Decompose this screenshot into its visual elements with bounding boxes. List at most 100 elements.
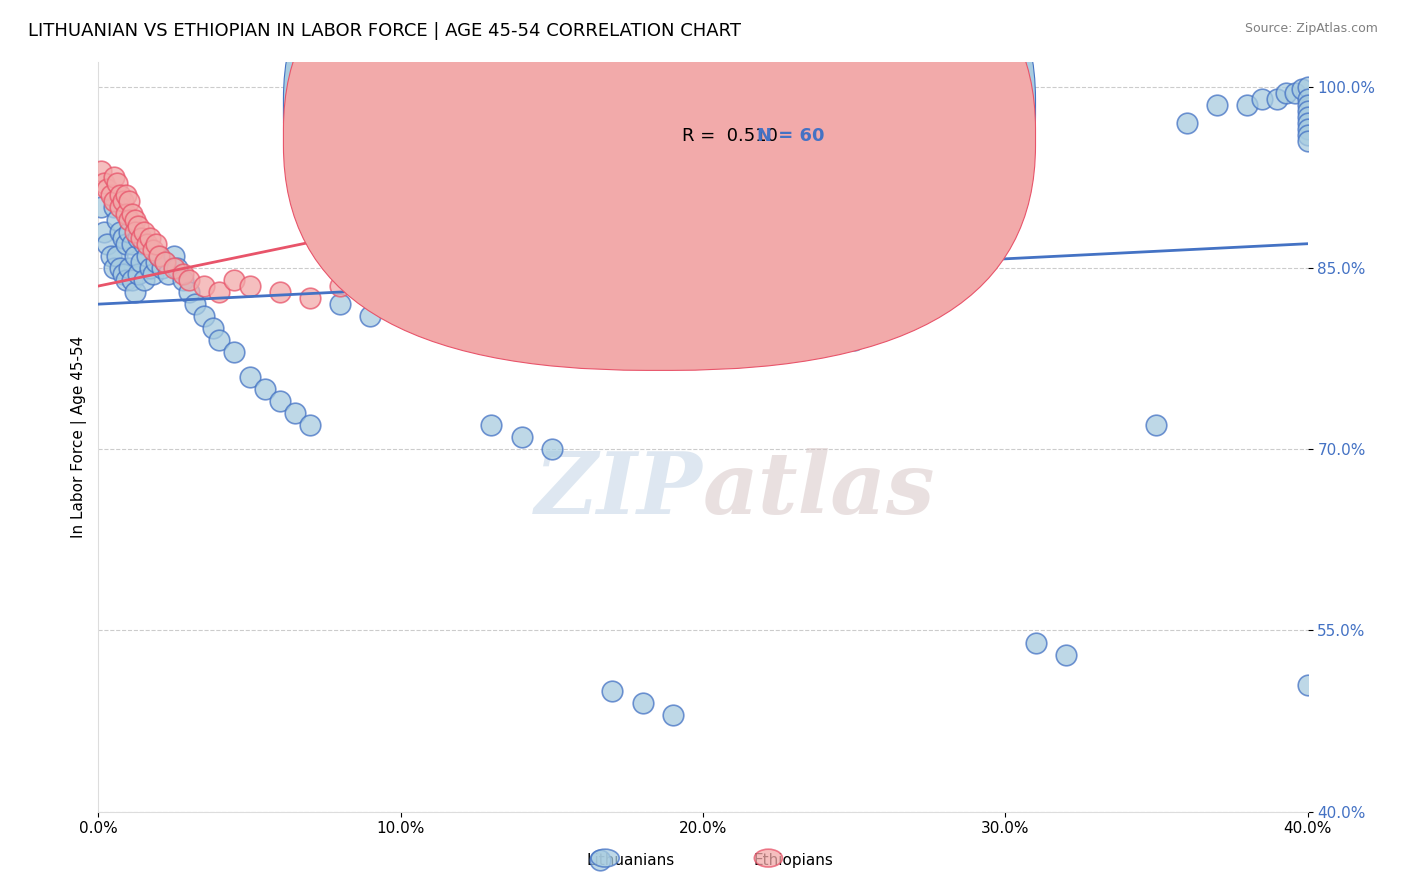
Point [108,260,131,275]
Point [979,188,1001,202]
Point [145,255,167,269]
Point [253,382,276,396]
Point [1206,97,1229,112]
Point [103,260,125,275]
Point [1296,678,1319,692]
Point [103,201,125,215]
Point [631,310,654,324]
Point [661,267,683,281]
Point [96,236,118,251]
Text: R =  0.510: R = 0.510 [682,127,779,145]
Point [156,267,179,281]
Point [142,243,165,257]
FancyBboxPatch shape [284,0,1035,341]
Point [329,297,352,311]
Point [1296,122,1319,136]
Point [118,212,141,227]
Point [184,297,207,311]
Text: atlas: atlas [703,448,935,532]
Point [299,291,322,305]
Point [934,206,956,220]
Point [139,260,162,275]
Point [93,176,115,190]
Point [269,393,291,408]
Point [269,285,291,299]
Point [813,321,835,335]
Point [90,201,112,215]
Point [360,310,382,324]
Point [858,236,880,251]
Point [121,206,143,220]
Point [172,273,194,287]
Point [783,249,806,263]
Point [692,273,714,287]
Point [163,260,186,275]
Point [111,230,134,244]
Point [602,297,624,311]
Point [127,219,149,233]
Text: R =  0.117: R = 0.117 [682,97,779,115]
Point [1144,417,1167,432]
Point [179,285,201,299]
Point [752,297,775,311]
Text: Source: ZipAtlas.com: Source: ZipAtlas.com [1244,22,1378,36]
Point [172,267,194,281]
Point [208,334,231,348]
Point [179,273,201,287]
Point [139,230,162,244]
FancyBboxPatch shape [624,81,855,163]
Point [114,188,136,202]
Point [661,321,683,335]
Point [163,249,186,263]
Point [965,201,987,215]
Point [540,267,562,281]
Point [145,236,167,251]
Point [571,273,593,287]
Point [1296,134,1319,148]
Point [148,249,170,263]
Point [1267,92,1289,106]
Point [132,225,155,239]
Point [1296,128,1319,142]
Point [844,334,866,348]
Point [1291,82,1313,96]
Point [153,255,176,269]
Point [193,310,215,324]
Point [129,255,152,269]
Point [105,249,128,263]
Point [661,708,683,723]
Point [132,236,155,251]
Point [571,285,593,299]
Text: LITHUANIAN VS ETHIOPIAN IN LABOR FORCE | AGE 45-54 CORRELATION CHART: LITHUANIAN VS ETHIOPIAN IN LABOR FORCE |… [28,22,741,40]
Point [420,285,443,299]
Point [631,696,654,710]
Point [631,260,654,275]
Point [510,273,533,287]
Point [135,249,157,263]
Point [124,225,146,239]
Point [224,345,246,359]
Point [389,260,412,275]
Point [1296,79,1319,94]
Point [108,225,131,239]
Point [96,182,118,196]
Point [752,255,775,269]
Point [904,219,927,233]
Point [1175,116,1198,130]
Text: Ethiopians: Ethiopians [754,853,834,868]
Point [135,236,157,251]
Point [114,206,136,220]
Point [420,273,443,287]
Point [105,212,128,227]
Point [1284,86,1306,100]
Point [150,260,173,275]
Point [723,255,745,269]
Point [114,273,136,287]
Point [844,230,866,244]
Point [124,249,146,263]
Point [329,279,352,293]
Point [132,273,155,287]
Point [166,260,188,275]
Point [510,430,533,444]
Point [1296,103,1319,118]
